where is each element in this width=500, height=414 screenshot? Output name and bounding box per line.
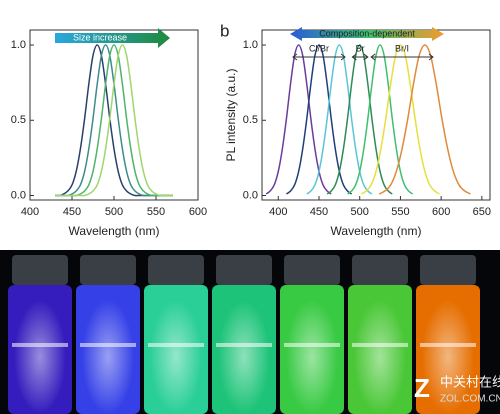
- line-series: [347, 44, 414, 195]
- vial-meniscus: [352, 343, 408, 347]
- y-tick-label: 0.5: [11, 114, 26, 126]
- line-series: [326, 44, 393, 195]
- line-series: [55, 44, 173, 197]
- line-series: [378, 44, 471, 195]
- vial-cap: [420, 255, 476, 285]
- line-series: [55, 44, 173, 197]
- vial-cap: [148, 255, 204, 285]
- bracket-head: [370, 53, 434, 61]
- vial-cap: [216, 255, 272, 285]
- vial-glow: [218, 300, 270, 414]
- x-tick-label: 600: [189, 206, 207, 218]
- annotation: Br: [356, 43, 365, 53]
- x-tick-label: 500: [351, 206, 369, 218]
- y-tick-label: 1.0: [11, 39, 26, 51]
- x-tick-label: 500: [105, 206, 123, 218]
- x-tick-label: 600: [432, 206, 450, 218]
- vial-glow: [286, 300, 338, 414]
- x-tick-label: 400: [21, 206, 39, 218]
- annotation-arrow: [290, 27, 444, 41]
- x-tick-label: 550: [391, 206, 409, 218]
- vial-glow: [14, 300, 66, 414]
- vial-glow: [354, 300, 406, 414]
- vial-cap: [284, 255, 340, 285]
- x-tick-label: 650: [473, 206, 491, 218]
- vial-meniscus: [148, 343, 204, 347]
- line-series: [360, 44, 440, 195]
- watermark-logo: Z: [414, 373, 430, 403]
- y-tick-label: 0.0: [11, 189, 26, 201]
- x-tick-label: 450: [310, 206, 328, 218]
- annotation-arrow: [55, 28, 170, 48]
- x-tick-label: 400: [269, 206, 287, 218]
- vial-meniscus: [420, 343, 476, 347]
- line-series: [306, 44, 373, 195]
- y-axis-label: PL intensity (a.u.): [224, 69, 238, 162]
- line-series: [265, 44, 332, 195]
- vial-glow: [150, 300, 202, 414]
- bracket-head: [292, 53, 346, 61]
- annotation: Br/I: [395, 43, 409, 53]
- x-tick-label: 450: [63, 206, 81, 218]
- vial-cap: [80, 255, 136, 285]
- plot-frame: [29, 29, 199, 201]
- vials-photo: [8, 255, 480, 414]
- vial-cap: [12, 255, 68, 285]
- vial-meniscus: [12, 343, 68, 347]
- vial-meniscus: [284, 343, 340, 347]
- vial-meniscus: [80, 343, 136, 347]
- line-series: [55, 44, 173, 197]
- annotation: Size increase: [73, 32, 127, 42]
- panel-label: b: [220, 21, 229, 40]
- line-series: [285, 44, 353, 195]
- x-axis-label: Wavelength (nm): [69, 224, 160, 238]
- vial-cap: [352, 255, 408, 285]
- bracket-head: [351, 53, 369, 61]
- annotation: Composition-dependent: [319, 28, 415, 38]
- vial-glow: [422, 300, 474, 414]
- y-tick-label: 0.5: [243, 114, 258, 126]
- watermark-name: 中关村在线: [440, 374, 500, 389]
- annotation: Cl/Br: [309, 43, 329, 53]
- y-tick-label: 1.0: [243, 39, 258, 51]
- line-series: [55, 44, 173, 197]
- x-tick-label: 550: [147, 206, 165, 218]
- vial-glow: [82, 300, 134, 414]
- vial-meniscus: [216, 343, 272, 347]
- watermark-site: ZOL.COM.CN: [440, 394, 500, 405]
- y-tick-label: 0.0: [243, 189, 258, 201]
- x-axis-label: Wavelength (nm): [331, 224, 422, 238]
